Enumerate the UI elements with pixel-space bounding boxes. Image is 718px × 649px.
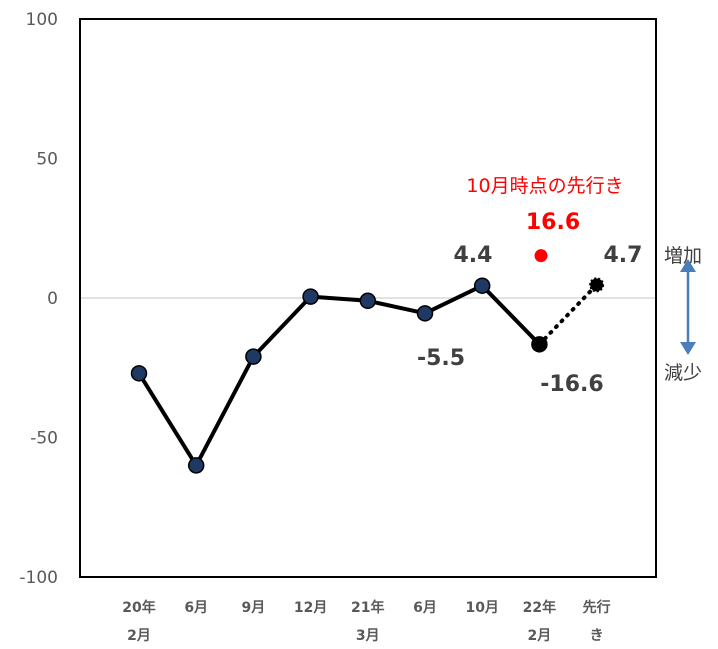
data-label: -16.6 [540, 372, 603, 397]
series-lines [137, 282, 599, 468]
x-axis-labels: 20年 2月 6月 9月 12月 21年 3月 6月 10月 22年 2月 先行き [122, 599, 610, 644]
data-label: 4.7 [604, 243, 643, 268]
data-label: -5.5 [417, 346, 465, 371]
x-tick-label: 12月 [294, 600, 327, 616]
decrease-label: 減少 [664, 362, 702, 384]
forecast-title: 10月時点の先行き [466, 175, 623, 197]
y-tick-label: -50 [30, 429, 58, 449]
x-tick-label: 2月 [528, 628, 552, 644]
y-tick-label: 50 [36, 150, 58, 170]
outlook-point [589, 277, 605, 293]
plot-area-frame [79, 18, 657, 578]
data-point [473, 277, 491, 294]
up-arrowhead [680, 259, 696, 272]
series-points [130, 277, 605, 474]
data-label: 4.4 [454, 243, 493, 268]
x-tick-label: 22年 [523, 599, 556, 616]
x-tick-label: 20年 [122, 599, 155, 616]
x-tick-label: 6月 [413, 600, 437, 616]
direction-indicator: 増加 減少 [664, 245, 702, 384]
y-tick-label: 0 [47, 289, 58, 309]
data-point [302, 288, 319, 305]
x-tick-label: 21年 [351, 599, 384, 616]
data-point [245, 348, 262, 365]
data-point [130, 365, 148, 382]
data-point [187, 457, 205, 474]
y-tick-label: 100 [26, 10, 58, 30]
data-point [359, 292, 377, 310]
outlook-dotted-line [537, 282, 599, 347]
down-arrowhead [680, 342, 696, 355]
x-tick-label: 2月 [127, 628, 151, 644]
latest-point [531, 336, 548, 353]
y-tick-label: -100 [19, 568, 58, 588]
data-labels: -5.5 4.4 -16.6 4.7 [417, 243, 643, 397]
x-tick-label: 6月 [184, 600, 208, 616]
x-tick-label: 9月 [242, 600, 266, 616]
x-tick-label: 先行 [583, 599, 611, 616]
x-tick-label: き [590, 628, 604, 644]
x-tick-label: 10月 [465, 600, 498, 616]
x-tick-label: 3月 [356, 628, 380, 644]
increase-label: 増加 [664, 245, 702, 267]
data-point [416, 305, 434, 322]
y-axis-labels: 100 50 0 -50 -100 [19, 10, 58, 588]
prior-forecast: 10月時点の先行き 16.6 [466, 175, 624, 263]
forecast-value-label: 16.6 [526, 210, 580, 235]
forecast-point [534, 249, 548, 263]
series-line [137, 283, 541, 468]
